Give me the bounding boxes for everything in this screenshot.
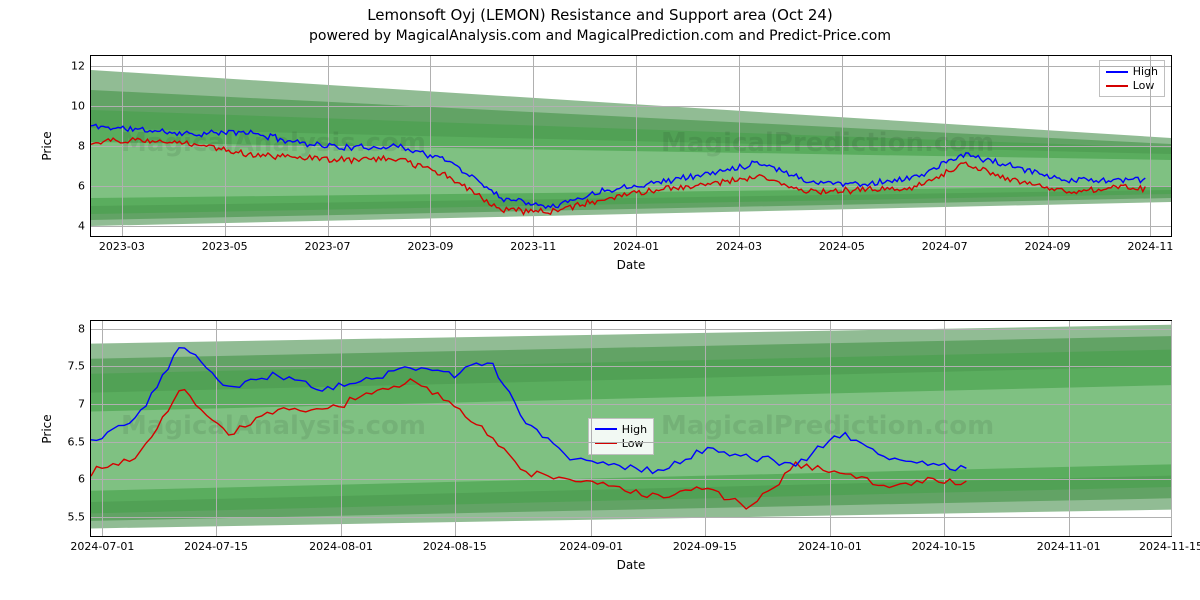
gridline-vertical bbox=[102, 321, 103, 536]
gridline-vertical bbox=[533, 56, 534, 236]
gridline-vertical bbox=[341, 321, 342, 536]
gridline-vertical bbox=[944, 321, 945, 536]
gridline-vertical bbox=[455, 321, 456, 536]
gridline-horizontal bbox=[91, 186, 1171, 187]
gridline-vertical bbox=[1171, 321, 1172, 536]
gridline-vertical bbox=[591, 321, 592, 536]
chart-subtitle: powered by MagicalAnalysis.com and Magic… bbox=[0, 28, 1200, 44]
y-tick-label: 8 bbox=[78, 140, 91, 153]
gridline-vertical bbox=[705, 321, 706, 536]
x-tick-label: 2024-08-01 bbox=[309, 536, 373, 553]
legend-swatch-high bbox=[595, 428, 617, 430]
x-tick-label: 2023-07 bbox=[305, 236, 351, 253]
y-tick-label: 6.5 bbox=[68, 435, 92, 448]
x-tick-label: 2024-09-01 bbox=[559, 536, 623, 553]
gridline-vertical bbox=[830, 321, 831, 536]
gridline-horizontal bbox=[91, 517, 1171, 518]
x-tick-label: 2024-11-01 bbox=[1037, 536, 1101, 553]
y-tick-label: 5.5 bbox=[68, 511, 92, 524]
gridline-vertical bbox=[636, 56, 637, 236]
y-tick-label: 4 bbox=[78, 220, 91, 233]
x-tick-label: 2024-01 bbox=[613, 236, 659, 253]
y-axis-label: Price bbox=[40, 131, 54, 160]
gridline-vertical bbox=[739, 56, 740, 236]
gridline-horizontal bbox=[91, 146, 1171, 147]
gridline-horizontal bbox=[91, 479, 1171, 480]
gridline-horizontal bbox=[91, 106, 1171, 107]
y-tick-label: 7 bbox=[78, 397, 91, 410]
gridline-horizontal bbox=[91, 66, 1171, 67]
x-tick-label: 2024-07 bbox=[922, 236, 968, 253]
x-tick-label: 2024-05 bbox=[819, 236, 865, 253]
legend-item-low: Low bbox=[595, 437, 647, 450]
y-tick-label: 12 bbox=[71, 60, 91, 73]
gridline-vertical bbox=[1048, 56, 1049, 236]
chart-title: Lemonsoft Oyj (LEMON) Resistance and Sup… bbox=[0, 6, 1200, 24]
x-tick-label: 2024-03 bbox=[716, 236, 762, 253]
legend-swatch-high bbox=[1106, 71, 1128, 73]
gridline-vertical bbox=[1069, 321, 1070, 536]
gridline-horizontal bbox=[91, 329, 1171, 330]
y-tick-label: 8 bbox=[78, 322, 91, 335]
gridline-vertical bbox=[842, 56, 843, 236]
gridline-vertical bbox=[430, 56, 431, 236]
legend-label-high: High bbox=[622, 423, 647, 436]
chart-panel-top: Price Date High Low 46810122023-032023-0… bbox=[90, 55, 1172, 237]
x-tick-label: 2024-07-01 bbox=[70, 536, 134, 553]
legend-item-high: High bbox=[595, 423, 647, 436]
y-axis-label: Price bbox=[40, 414, 54, 443]
x-tick-label: 2024-09 bbox=[1025, 236, 1071, 253]
gridline-horizontal bbox=[91, 226, 1171, 227]
gridline-vertical bbox=[122, 56, 123, 236]
y-tick-label: 6 bbox=[78, 180, 91, 193]
x-tick-label: 2024-08-15 bbox=[423, 536, 487, 553]
legend: High Low bbox=[588, 418, 654, 455]
gridline-vertical bbox=[945, 56, 946, 236]
y-tick-label: 10 bbox=[71, 100, 91, 113]
x-tick-label: 2023-11 bbox=[510, 236, 556, 253]
y-tick-label: 6 bbox=[78, 473, 91, 486]
legend-swatch-low bbox=[1106, 85, 1128, 87]
figure: Lemonsoft Oyj (LEMON) Resistance and Sup… bbox=[0, 0, 1200, 600]
gridline-vertical bbox=[328, 56, 329, 236]
y-tick-label: 7.5 bbox=[68, 360, 92, 373]
gridline-vertical bbox=[225, 56, 226, 236]
x-tick-label: 2024-07-15 bbox=[184, 536, 248, 553]
gridline-vertical bbox=[1150, 56, 1151, 236]
legend-label-low: Low bbox=[622, 437, 644, 450]
x-tick-label: 2024-10-15 bbox=[912, 536, 976, 553]
x-tick-label: 2023-05 bbox=[202, 236, 248, 253]
x-tick-label: 2024-10-01 bbox=[798, 536, 862, 553]
x-tick-label: 2024-11-15 bbox=[1139, 536, 1200, 553]
gridline-horizontal bbox=[91, 442, 1171, 443]
x-tick-label: 2023-09 bbox=[407, 236, 453, 253]
gridline-horizontal bbox=[91, 404, 1171, 405]
chart-panel-bottom: Price Date High Low 5.566.577.582024-07-… bbox=[90, 320, 1172, 537]
x-tick-label: 2024-11 bbox=[1127, 236, 1173, 253]
x-tick-label: 2023-03 bbox=[99, 236, 145, 253]
x-tick-label: 2024-09-15 bbox=[673, 536, 737, 553]
gridline-horizontal bbox=[91, 366, 1171, 367]
gridline-vertical bbox=[216, 321, 217, 536]
